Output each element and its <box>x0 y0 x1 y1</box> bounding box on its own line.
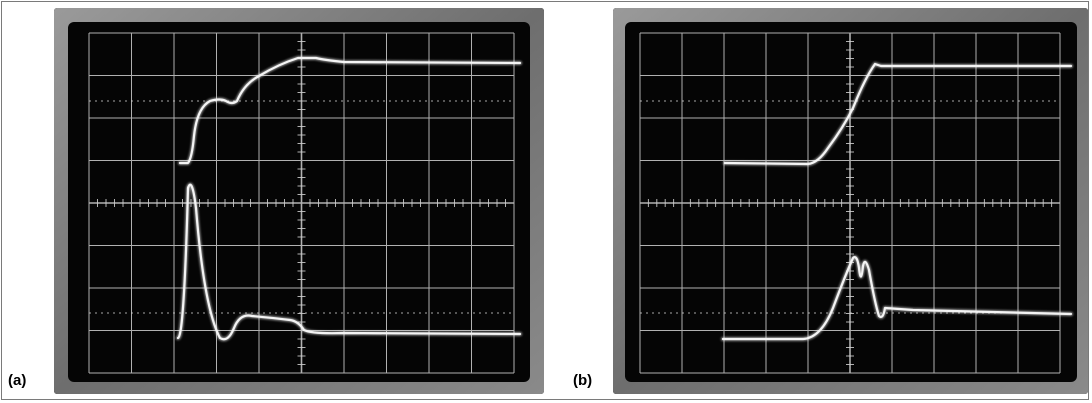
oscilloscope-screen-b <box>613 8 1088 394</box>
panel-label-a: (a) <box>8 372 27 389</box>
screen <box>625 22 1077 382</box>
oscilloscope-photo-b <box>613 8 1088 394</box>
oscilloscope-screen-a <box>54 8 544 394</box>
graticule <box>639 32 1061 374</box>
panel-label-b: (b) <box>573 372 593 389</box>
center-ticks <box>97 41 506 365</box>
signal-traces-a <box>176 56 522 342</box>
dotted-reference-lines <box>89 100 514 314</box>
graticule <box>88 32 515 374</box>
oscilloscope-photo-a <box>54 8 544 394</box>
center-ticks <box>647 41 1053 365</box>
signal-traces-b <box>721 62 1073 341</box>
